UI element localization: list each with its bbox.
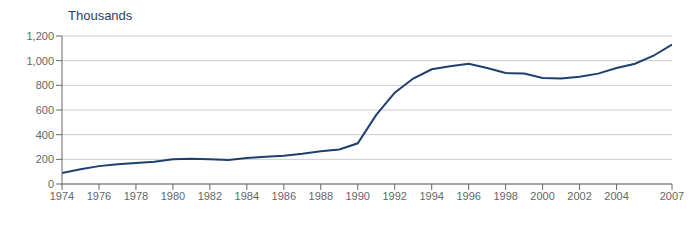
svg-text:2004: 2004 — [604, 190, 628, 202]
svg-text:1994: 1994 — [419, 190, 443, 202]
svg-text:1992: 1992 — [382, 190, 406, 202]
svg-text:2007: 2007 — [660, 190, 684, 202]
svg-text:600: 600 — [36, 104, 54, 116]
svg-text:0: 0 — [48, 178, 54, 190]
svg-text:1998: 1998 — [493, 190, 517, 202]
svg-text:400: 400 — [36, 129, 54, 141]
svg-text:1982: 1982 — [198, 190, 222, 202]
svg-text:1990: 1990 — [346, 190, 370, 202]
svg-text:2000: 2000 — [530, 190, 554, 202]
svg-text:800: 800 — [36, 79, 54, 91]
svg-text:1988: 1988 — [309, 190, 333, 202]
svg-text:1980: 1980 — [161, 190, 185, 202]
svg-text:1996: 1996 — [456, 190, 480, 202]
svg-text:1974: 1974 — [50, 190, 74, 202]
svg-text:1976: 1976 — [87, 190, 111, 202]
html-text:Thousands: Thousands — [68, 8, 133, 23]
svg-text:2002: 2002 — [567, 190, 591, 202]
svg-text:1978: 1978 — [124, 190, 148, 202]
svg-text:1986: 1986 — [272, 190, 296, 202]
svg-text:1,200: 1,200 — [26, 30, 54, 42]
svg-text:1984: 1984 — [235, 190, 259, 202]
svg-text:1,000: 1,000 — [26, 55, 54, 67]
svg-text:200: 200 — [36, 153, 54, 165]
